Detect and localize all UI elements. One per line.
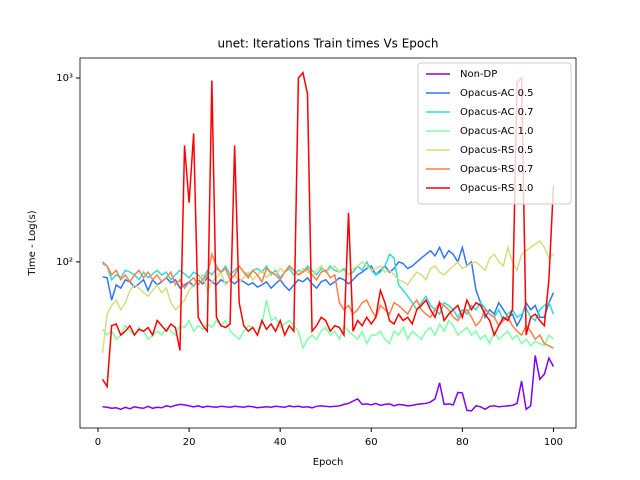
- plot-frame: [79, 57, 577, 429]
- series-line: [102, 251, 554, 349]
- series-line: [101, 70, 555, 389]
- x-tick-label: 0: [95, 437, 101, 448]
- legend-label: Opacus-RS 0.5: [460, 145, 533, 156]
- legend-label: Opacus-AC 0.5: [460, 88, 534, 99]
- legend-box: [417, 62, 572, 205]
- x-tick-label: 40: [274, 437, 287, 448]
- y-tick-label: 10²: [56, 257, 73, 268]
- legend-label: Opacus-RS 1.0: [460, 183, 533, 194]
- series-line: [102, 244, 555, 328]
- x-axis-label: Epoch: [313, 457, 344, 468]
- x-tick-label: 80: [456, 437, 469, 448]
- legend-label: Opacus-AC 0.7: [460, 107, 534, 118]
- series-line: [102, 253, 555, 323]
- y-tick-label: 10³: [56, 73, 73, 84]
- x-tick-label: 60: [365, 437, 378, 448]
- x-tick-label: 20: [183, 437, 196, 448]
- legend-label: Opacus-AC 1.0: [460, 126, 534, 137]
- legend-label: Non-DP: [460, 69, 497, 80]
- legend-label: Opacus-RS 0.7: [460, 164, 533, 175]
- chart-title: unet: Iterations Train times Vs Epoch: [218, 37, 439, 51]
- y-axis-label: Time - Log(s): [27, 210, 38, 276]
- series-line: [102, 355, 555, 412]
- series-line: [101, 239, 554, 354]
- series-line: [101, 299, 554, 351]
- x-tick-label: 100: [544, 437, 563, 448]
